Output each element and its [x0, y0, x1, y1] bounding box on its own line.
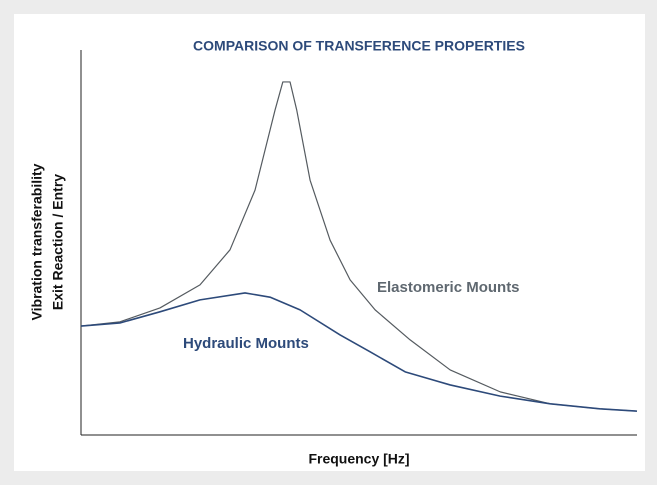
series-label: Elastomeric Mounts [377, 279, 520, 296]
line-series [80, 292, 638, 412]
y-axis-label: Exit Reaction / Entry [50, 174, 66, 310]
panel [14, 14, 645, 471]
x-axis-label: Frequency [Hz] [308, 451, 409, 467]
y-axis-label: Vibration transferability [29, 163, 45, 320]
series-label: Hydraulic Mounts [183, 335, 309, 352]
chart-title: COMPARISON OF TRANSFERENCE PROPERTIES [193, 38, 525, 54]
line-series [80, 81, 638, 412]
